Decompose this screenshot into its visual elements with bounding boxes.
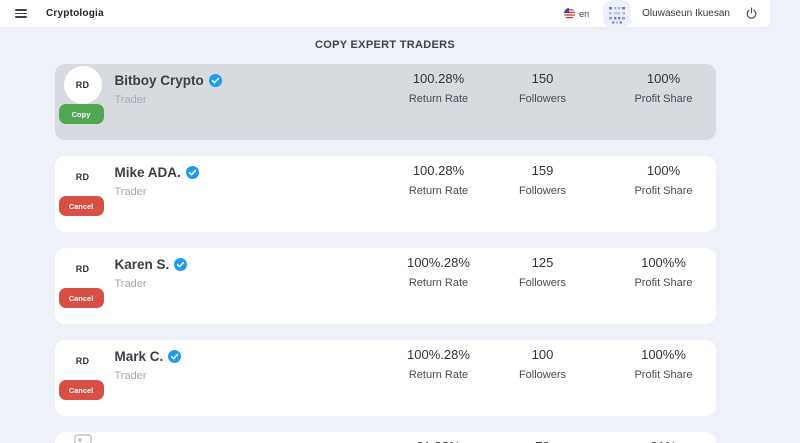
profit-share-label: Profit Share [634, 277, 693, 289]
us-flag-icon [564, 8, 576, 19]
trader-name: Karen S. [114, 257, 170, 272]
trader-card-mark-c[interactable]: RD Cancel Mark C. Trader 100%.28% Return… [54, 340, 716, 416]
stat-profit-share: 100%% Profit Share [599, 347, 729, 381]
stat-followers: 125 Followers [478, 255, 608, 289]
stat-profit-share: 91% [599, 439, 729, 443]
main-content: COPY EXPERT TRADERS RD Copy Bitboy Crypt… [0, 27, 770, 443]
followers-label: Followers [518, 369, 567, 381]
avatar: RD [63, 250, 102, 288]
top-header: Cryptologia en [0, 0, 770, 28]
stat-return-rate: 91.33% [374, 439, 504, 443]
menu-icon[interactable] [15, 9, 27, 18]
stat-profit-share: 100% Profit Share [599, 163, 729, 197]
stat-followers: 70 [478, 439, 608, 443]
cancel-button[interactable]: Cancel [58, 196, 104, 216]
logout-power-icon[interactable] [745, 7, 758, 20]
verified-badge-icon [208, 74, 222, 87]
followers-value: 150 [531, 71, 554, 86]
trader-card-daniel[interactable]: Daniel 91.33% 70 91% [54, 432, 716, 443]
stat-profit-share: 100%% Profit Share [599, 255, 729, 289]
profit-share-value: 100% [646, 71, 681, 86]
return-rate-value: 100.28% [412, 71, 465, 86]
avatar: RD [63, 342, 102, 380]
return-rate-label: Return Rate [408, 93, 469, 105]
followers-label: Followers [518, 93, 567, 105]
language-selector[interactable]: en [564, 8, 589, 19]
stat-followers: 150 Followers [478, 71, 608, 105]
return-rate-label: Return Rate [408, 277, 469, 289]
trader-card-karen-s[interactable]: RD Cancel Karen S. Trader 100%.28% Retur… [54, 248, 716, 324]
followers-label: Followers [518, 185, 567, 197]
page-title: COPY EXPERT TRADERS [315, 39, 455, 51]
return-rate-label: Return Rate [408, 369, 469, 381]
user-identicon[interactable] [603, 0, 632, 28]
user-name: Oluwaseun Ikuesan [642, 8, 730, 19]
verified-badge-icon [168, 350, 182, 363]
avatar: RD [63, 66, 102, 104]
followers-value: 125 [531, 255, 554, 270]
return-rate-value: 100.28% [412, 163, 465, 178]
return-rate-label: Return Rate [408, 185, 469, 197]
profit-share-label: Profit Share [634, 185, 693, 197]
profit-share-label: Profit Share [634, 369, 693, 381]
profit-share-value: 100%% [641, 255, 686, 270]
followers-value: 70 [478, 439, 608, 443]
brand-logo[interactable]: Cryptologia [46, 8, 104, 19]
return-rate-value: 91.33% [374, 439, 504, 443]
return-rate-value: 100%.28% [407, 255, 470, 270]
profit-share-value: 100% [646, 163, 681, 178]
trader-name: Mike ADA. [114, 165, 181, 180]
stat-return-rate: 100%.28% Return Rate [374, 255, 504, 289]
trader-role: Trader [114, 370, 147, 382]
followers-value: 159 [531, 163, 554, 178]
trader-list: RD Copy Bitboy Crypto Trader 100.28% Ret… [54, 64, 716, 443]
stat-followers: 159 Followers [478, 163, 608, 197]
verified-badge-icon [185, 166, 199, 179]
trader-name: Bitboy Crypto [114, 73, 204, 88]
trader-card-mike-ada[interactable]: RD Cancel Mike ADA. Trader 100.28% Retur… [54, 156, 716, 232]
stat-return-rate: 100%.28% Return Rate [374, 347, 504, 381]
copy-button[interactable]: Copy [58, 104, 104, 124]
stat-return-rate: 100.28% Return Rate [374, 163, 504, 197]
trader-card-bitboy-crypto[interactable]: RD Copy Bitboy Crypto Trader 100.28% Ret… [54, 64, 716, 140]
stat-return-rate: 100.28% Return Rate [374, 71, 504, 105]
trader-role: Trader [114, 278, 147, 290]
followers-label: Followers [518, 277, 567, 289]
stat-profit-share: 100% Profit Share [599, 71, 729, 105]
language-label: en [579, 8, 590, 19]
avatar: RD [63, 158, 102, 196]
stat-followers: 100 Followers [478, 347, 608, 381]
profit-share-label: Profit Share [634, 93, 693, 105]
verified-badge-icon [174, 258, 188, 271]
followers-value: 100 [531, 347, 554, 362]
trader-role: Trader [114, 186, 147, 198]
return-rate-value: 100%.28% [407, 347, 470, 362]
trader-name: Mark C. [114, 349, 164, 364]
profit-share-value: 91% [599, 439, 729, 443]
cancel-button[interactable]: Cancel [58, 288, 104, 308]
avatar-image-broken-icon [64, 434, 102, 443]
cancel-button[interactable]: Cancel [58, 380, 104, 400]
trader-role: Trader [114, 94, 147, 106]
profit-share-value: 100%% [641, 347, 686, 362]
